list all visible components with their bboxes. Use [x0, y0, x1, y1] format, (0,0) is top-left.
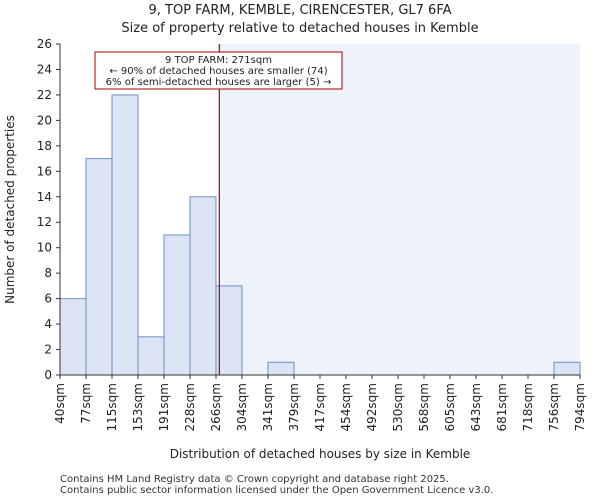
- bar-77sqm: [85, 158, 113, 376]
- annotation-title: 9 TOP FARM: 271sqm: [165, 55, 272, 66]
- x-tick-label: 794sqm: [573, 383, 587, 431]
- y-tick-label: 20: [37, 113, 52, 127]
- y-tick-label: 10: [37, 241, 52, 255]
- x-tick-label: 379sqm: [287, 383, 301, 431]
- bar-341sqm: [267, 361, 295, 376]
- bar-115sqm: [111, 94, 139, 376]
- x-tick-label: 718sqm: [521, 383, 535, 431]
- x-tick-label: 191sqm: [157, 383, 171, 431]
- x-tick-label: 115sqm: [105, 383, 119, 431]
- y-tick-label: 8: [44, 266, 52, 280]
- bar-756sqm: [553, 361, 581, 376]
- x-tick-label: 228sqm: [183, 383, 197, 431]
- x-tick-label: 454sqm: [339, 383, 353, 431]
- y-tick-label: 26: [37, 37, 52, 51]
- y-tick-label: 22: [37, 88, 52, 102]
- x-tick-label: 417sqm: [313, 383, 327, 431]
- bar-40sqm: [59, 298, 87, 376]
- annotation-box: [94, 51, 343, 90]
- x-tick-label: 266sqm: [209, 383, 223, 431]
- footer-copyright: Contains HM Land Registry data © Crown c…: [60, 474, 449, 485]
- bar-228sqm: [189, 196, 217, 376]
- x-tick-label: 605sqm: [443, 383, 457, 431]
- x-tick-label: 40sqm: [53, 383, 67, 424]
- bar-266sqm: [215, 285, 243, 376]
- y-tick-label: 6: [44, 292, 52, 306]
- chart-subtitle: Size of property relative to detached ho…: [121, 21, 479, 36]
- x-tick-label: 643sqm: [469, 383, 483, 431]
- bar-191sqm: [163, 234, 191, 376]
- x-tick-label: 756sqm: [547, 383, 561, 431]
- x-tick-label: 492sqm: [365, 383, 379, 431]
- y-tick-label: 2: [44, 343, 52, 357]
- bar-153sqm: [137, 336, 165, 376]
- y-axis-label: Number of detached properties: [3, 115, 17, 304]
- y-tick-label: 24: [37, 62, 52, 76]
- annotation-larger: 6% of semi-detached houses are larger (5…: [106, 77, 332, 88]
- x-tick-label: 304sqm: [235, 383, 249, 431]
- x-tick-label: 568sqm: [417, 383, 431, 431]
- marker-annotation: 9 TOP FARM: 271sqm ← 90% of detached hou…: [94, 51, 343, 90]
- x-axis-label: Distribution of detached houses by size …: [170, 447, 471, 461]
- annotation-smaller: ← 90% of detached houses are smaller (74…: [109, 66, 327, 77]
- x-tick-label: 530sqm: [391, 383, 405, 431]
- highlight-region: [219, 44, 580, 375]
- y-tick-label: 0: [44, 368, 52, 382]
- footer-licence: Contains public sector information licen…: [60, 485, 494, 496]
- y-tick-label: 18: [37, 139, 52, 153]
- x-tick-label: 77sqm: [79, 383, 93, 424]
- x-tick-label: 341sqm: [261, 383, 275, 431]
- chart-title: 9, TOP FARM, KEMBLE, CIRENCESTER, GL7 6F…: [148, 3, 452, 18]
- y-tick-label: 12: [37, 215, 52, 229]
- y-tick-label: 4: [44, 317, 52, 331]
- x-tick-label: 681sqm: [495, 383, 509, 431]
- y-tick-label: 14: [37, 190, 52, 204]
- x-tick-label: 153sqm: [131, 383, 145, 431]
- y-tick-label: 16: [37, 164, 52, 178]
